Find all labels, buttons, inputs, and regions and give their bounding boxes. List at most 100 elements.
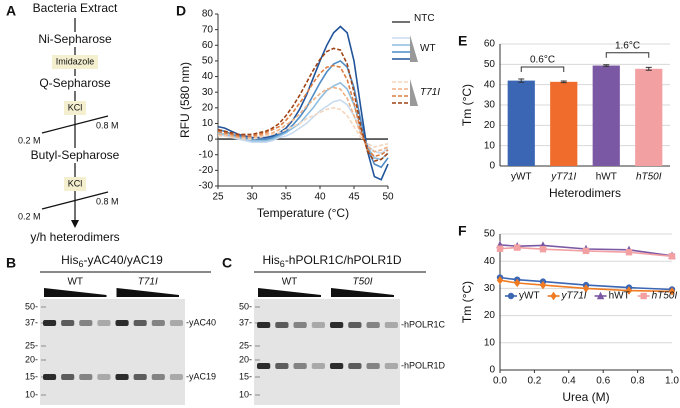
gradient-low: 0.2 M [18, 135, 41, 145]
protein-band [275, 322, 289, 328]
protein-band [43, 374, 57, 380]
data-point [582, 284, 590, 293]
title-part: -hPOLR1C/hPOLR1D [285, 253, 402, 267]
protein-band [61, 374, 75, 380]
y-tick-label: 50 [484, 59, 496, 70]
protein-band [366, 363, 380, 369]
band-label: -hPOLR1C [401, 319, 446, 329]
protein-band [115, 374, 129, 380]
protein-band [348, 363, 362, 369]
line-series [217, 25, 389, 181]
gel-image [254, 299, 400, 405]
gradient-high: 0.8 M [96, 196, 119, 206]
title-subscript: 6 [78, 259, 83, 269]
step: Butyl-Sepharose [31, 148, 120, 162]
legend-label: NTC [414, 13, 435, 24]
x-tick-label: hT50I [636, 172, 662, 183]
protein-band [133, 320, 147, 326]
protein-band [384, 322, 398, 328]
arrow-head [71, 220, 79, 228]
legend-label: hWT [609, 291, 630, 302]
x-axis-label: Temperature (°C) [257, 206, 349, 220]
line-series [217, 47, 389, 162]
bar [635, 68, 663, 166]
annotation: 1.6°C [615, 40, 640, 51]
x-tick-label: 1.0 [665, 376, 679, 387]
buffer-box [52, 55, 98, 69]
y-axis-label: Tm (°C) [460, 281, 474, 323]
line-series [217, 64, 389, 158]
marker-label: 37- [25, 317, 38, 327]
legend-label: yT71I [561, 291, 587, 302]
panel-label: C [222, 255, 232, 271]
protein-band [79, 374, 93, 380]
y-axis-label: RFU (580 nm) [178, 62, 192, 138]
group-label: WT [67, 277, 83, 288]
x-axis-label: Heterodimers [549, 186, 621, 200]
protein-band [257, 322, 271, 328]
protein-band [133, 374, 147, 380]
protein-band [348, 322, 362, 328]
y-tick-label: 30 [202, 87, 214, 98]
protein-band [79, 320, 93, 326]
step: Ni-Sepharose [38, 32, 112, 46]
dilution-wedge [331, 288, 394, 297]
x-tick-label: 0.6 [596, 376, 610, 387]
y-tick-label: 20 [484, 310, 496, 321]
y-tick-label: -20 [199, 165, 214, 176]
title-part: -yAC40/yAC19 [83, 253, 163, 267]
y-tick-label: 40 [202, 71, 214, 82]
protein-band [293, 363, 307, 369]
panel-label: A [6, 3, 16, 19]
x-tick-label: 0.8 [631, 376, 645, 387]
legend-label: yWT [519, 291, 540, 302]
y-tick-label: 20 [202, 102, 214, 113]
band-label: -yAC40 [186, 317, 216, 327]
line-series [217, 59, 389, 169]
error-bar [560, 80, 567, 84]
x-tick-label: 30 [246, 192, 258, 203]
data-point [539, 246, 547, 253]
data-point [539, 280, 547, 290]
buffer: KCl [68, 102, 83, 112]
panel-c: C His6-hPOLR1C/hPOLR1D WT T50I 50- 37- 25- 20… [222, 253, 446, 405]
protein-band [311, 363, 325, 369]
x-tick-label: yWT [511, 172, 532, 183]
step: Q-Sepharose [39, 76, 111, 90]
error-bar [645, 66, 652, 71]
bar [507, 80, 535, 166]
protein-band [384, 363, 398, 369]
dilution-wedge [44, 288, 107, 297]
y-tick-label: -10 [199, 149, 214, 160]
x-tick-label: hWT [596, 172, 617, 183]
x-tick-label: 50 [382, 192, 394, 203]
panel-a: A Bacteria Extract Ni-Sepharose Imidazol… [6, 1, 128, 244]
marker-label: 15- [239, 371, 252, 381]
gradient-line [41, 115, 109, 134]
bar [550, 81, 578, 166]
x-tick-label: 35 [280, 192, 292, 203]
y-tick-label: -30 [199, 181, 214, 192]
data-point [596, 291, 605, 300]
y-tick-label: 20 [484, 120, 496, 131]
gradient-low: 0.2 M [18, 211, 41, 221]
x-tick-label: 0.0 [493, 376, 507, 387]
protein-band [275, 363, 289, 369]
y-tick-label: 50 [484, 229, 496, 240]
data-point [625, 249, 633, 256]
gradient-line [41, 191, 109, 210]
error-bar [603, 64, 610, 67]
label-bg [30, 32, 120, 47]
bracket [520, 66, 565, 72]
data-point [668, 253, 676, 260]
bar [592, 65, 620, 166]
panel-label: F [458, 223, 467, 239]
legend-label: T71I [420, 87, 440, 98]
x-tick-label: 0.4 [562, 376, 576, 387]
protein-band [311, 322, 325, 328]
gel-image [40, 299, 185, 405]
buffer-box [64, 177, 86, 191]
data-point [550, 291, 557, 301]
step: Bacteria Extract [33, 1, 118, 15]
y-tick-label: 0 [489, 365, 495, 376]
